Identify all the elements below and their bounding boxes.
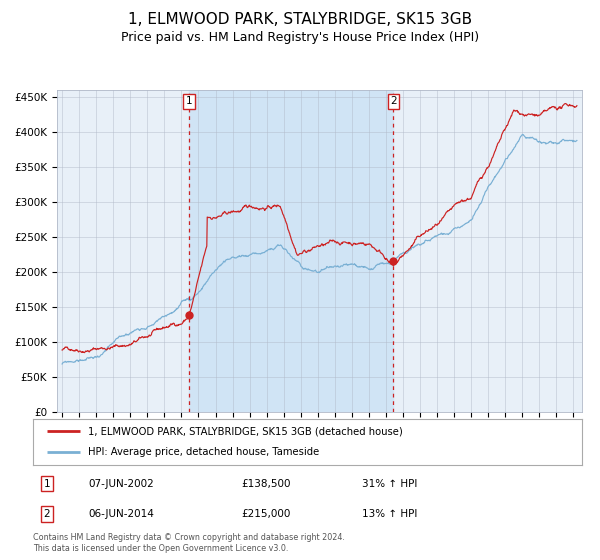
Text: 1: 1 [43,479,50,489]
Text: 31% ↑ HPI: 31% ↑ HPI [362,479,418,489]
Bar [189,90,394,412]
Text: Price paid vs. HM Land Registry's House Price Index (HPI): Price paid vs. HM Land Registry's House … [121,31,479,44]
Text: 07-JUN-2002: 07-JUN-2002 [88,479,154,489]
Text: HPI: Average price, detached house, Tameside: HPI: Average price, detached house, Tame… [88,447,319,458]
Text: 06-JUN-2014: 06-JUN-2014 [88,509,154,519]
Text: 1: 1 [185,96,192,106]
Text: 1, ELMWOOD PARK, STALYBRIDGE, SK15 3GB: 1, ELMWOOD PARK, STALYBRIDGE, SK15 3GB [128,12,472,27]
Text: 2: 2 [43,509,50,519]
Text: 2: 2 [390,96,397,106]
Text: £138,500: £138,500 [242,479,291,489]
Text: 13% ↑ HPI: 13% ↑ HPI [362,509,418,519]
Text: Contains HM Land Registry data © Crown copyright and database right 2024.
This d: Contains HM Land Registry data © Crown c… [33,533,345,553]
Text: 1, ELMWOOD PARK, STALYBRIDGE, SK15 3GB (detached house): 1, ELMWOOD PARK, STALYBRIDGE, SK15 3GB (… [88,426,403,436]
Text: £215,000: £215,000 [242,509,291,519]
